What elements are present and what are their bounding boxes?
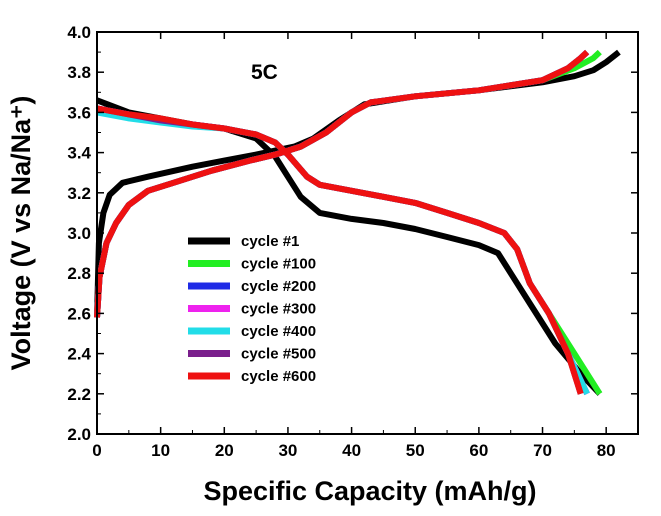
x-axis-title: Specific Capacity (mAh/g) (203, 476, 536, 506)
y-tick-label: 3.2 (67, 184, 91, 203)
x-tick-label: 0 (92, 441, 101, 460)
series-discharge-curve (95, 97, 602, 396)
y-tick-label: 4.0 (67, 23, 91, 42)
y-tick-label: 3.8 (67, 63, 91, 82)
y-axis-ticks: 2.0 2.2 2.4 2.6 2.8 3.0 3.2 3.4 3.6 3.8 4.0 (67, 23, 638, 444)
y-tick-label: 3.4 (67, 144, 91, 163)
x-tick-label: 60 (469, 441, 488, 460)
legend: cycle #1 cycle #100 cycle #200 cycle #300 cy… (188, 233, 316, 385)
y-tick-label: 2.4 (67, 345, 91, 364)
legend-label: cycle #600 (241, 368, 316, 385)
x-tick-label: 40 (342, 441, 361, 460)
x-axis-ticks: 0 10 20 30 40 50 60 70 80 (92, 32, 616, 460)
series-discharge-curve (96, 105, 584, 395)
y-tick-label: 2.8 (67, 264, 91, 283)
y-tick-label: 2.2 (67, 385, 91, 404)
legend-label: cycle #400 (241, 323, 316, 340)
legend-label: cycle #200 (241, 278, 316, 295)
x-tick-label: 80 (597, 441, 616, 460)
series-discharge-curve (96, 105, 590, 396)
series-curves (94, 49, 621, 396)
series-discharge-curve (96, 105, 590, 396)
legend-label: cycle #300 (241, 301, 316, 318)
legend-label: cycle #500 (241, 346, 316, 363)
x-tick-label: 50 (406, 441, 425, 460)
x-tick-label: 30 (278, 441, 297, 460)
x-tick-label: 10 (151, 441, 170, 460)
y-tick-label: 3.6 (67, 103, 91, 122)
series-discharge-curve (96, 105, 584, 395)
x-tick-label: 20 (215, 441, 234, 460)
plot-frame (96, 31, 639, 435)
series-discharge-curve (96, 109, 590, 396)
y-tick-label: 3.0 (67, 224, 91, 243)
legend-label: cycle #100 (241, 256, 316, 273)
y-tick-label: 2.6 (67, 304, 91, 323)
y-tick-label: 2.0 (67, 425, 91, 444)
rate-annotation: 5C (251, 61, 278, 84)
x-tick-label: 70 (533, 441, 552, 460)
series-discharge-curve (96, 105, 603, 396)
legend-label: cycle #1 (241, 233, 299, 250)
y-axis-title: Voltage (V vs Na/Na⁺) (6, 96, 36, 371)
